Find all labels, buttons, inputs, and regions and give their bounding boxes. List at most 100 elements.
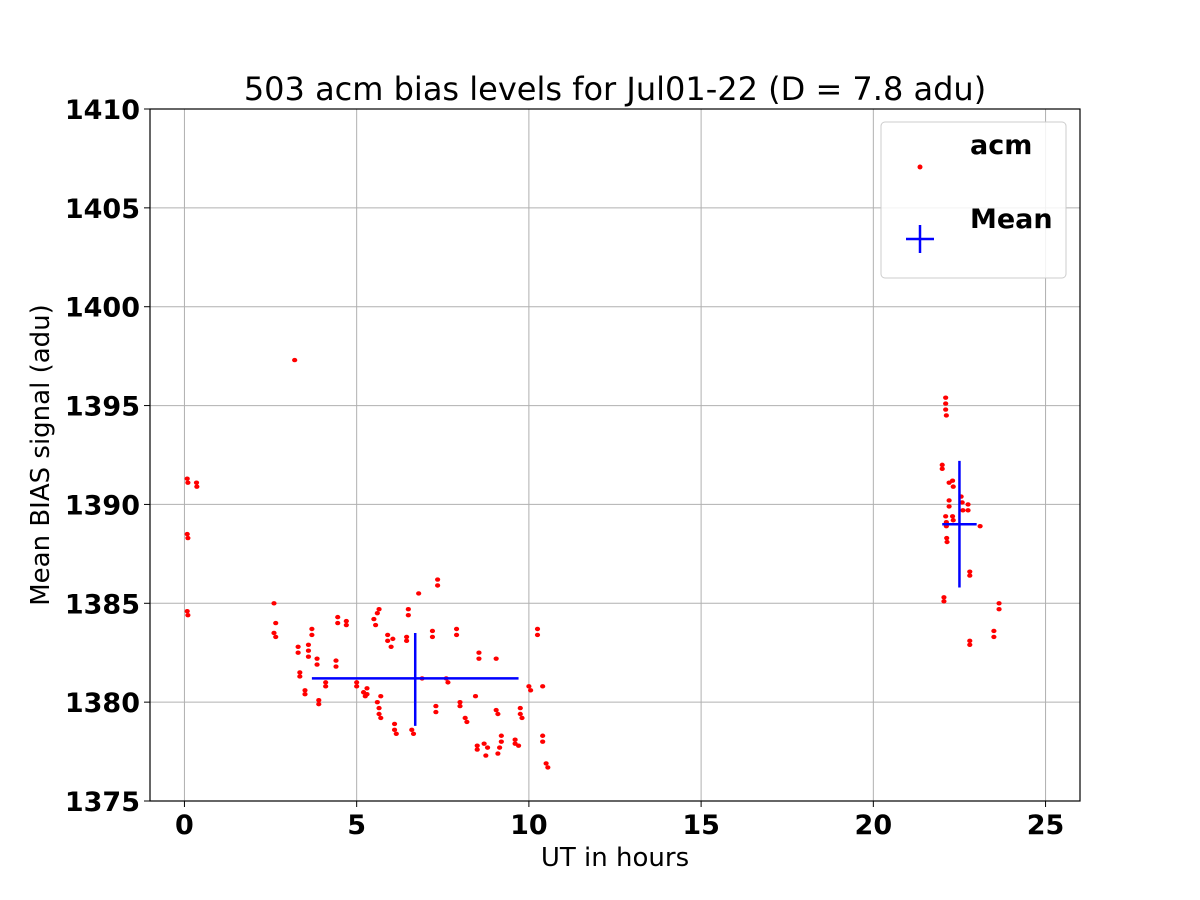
x-axis-label: UT in hours xyxy=(541,843,689,873)
acm-data-point xyxy=(498,739,504,744)
acm-data-point xyxy=(297,670,303,675)
x-tick-label: 20 xyxy=(855,810,893,841)
acm-data-point xyxy=(946,498,952,503)
acm-data-point xyxy=(493,656,499,661)
acm-data-point xyxy=(292,357,298,363)
acm-data-point xyxy=(364,692,370,697)
acm-data-point xyxy=(534,626,541,632)
acm-data-point xyxy=(519,715,525,721)
acm-points xyxy=(184,357,1002,770)
acm-data-point xyxy=(435,577,441,582)
acm-data-point xyxy=(540,739,546,744)
acm-data-point xyxy=(996,601,1002,606)
acm-data-point xyxy=(302,688,308,693)
acm-data-point xyxy=(404,634,410,640)
acm-data-point xyxy=(483,753,489,758)
acm-data-point xyxy=(941,595,947,600)
acm-data-point xyxy=(950,518,956,523)
acm-data-point xyxy=(528,688,534,693)
acm-data-point xyxy=(374,699,380,705)
acm-data-point xyxy=(540,733,546,738)
acm-data-point xyxy=(474,747,480,752)
acm-data-point xyxy=(493,707,499,713)
acm-data-point xyxy=(194,484,200,489)
acm-data-point xyxy=(462,715,468,721)
legend-acm-label: acm xyxy=(970,130,1032,161)
acm-data-point xyxy=(457,703,463,709)
acm-data-point xyxy=(943,514,949,519)
acm-data-point xyxy=(309,632,315,638)
legend: acm Mean xyxy=(880,121,1067,279)
acm-data-point xyxy=(316,701,322,707)
acm-data-point xyxy=(472,694,479,699)
plot-frame xyxy=(149,108,1081,802)
acm-data-point xyxy=(943,413,949,418)
acm-data-point xyxy=(967,569,973,574)
acm-data-point xyxy=(184,608,190,614)
acm-data-point xyxy=(374,610,380,616)
acm-data-point xyxy=(967,642,973,648)
acm-data-point xyxy=(193,480,200,485)
acm-data-point xyxy=(371,616,377,622)
legend-acm-marker xyxy=(917,164,923,170)
acm-data-point xyxy=(433,709,439,715)
acm-data-point xyxy=(364,686,370,691)
acm-data-point xyxy=(991,634,997,640)
acm-data-point xyxy=(354,680,360,685)
acm-data-point xyxy=(943,395,949,400)
acm-data-point xyxy=(939,466,945,472)
acm-data-point xyxy=(343,618,349,624)
acm-data-point xyxy=(435,583,441,588)
acm-data-point xyxy=(960,508,966,513)
acm-data-point xyxy=(965,508,971,513)
acm-data-point xyxy=(996,607,1002,612)
acm-data-point xyxy=(343,622,349,628)
acm-data-point xyxy=(453,626,460,632)
y-tick-label: 1375 xyxy=(65,787,140,818)
acm-data-point xyxy=(949,514,956,519)
acm-data-point xyxy=(943,401,949,406)
acm-data-point xyxy=(476,650,482,655)
acm-data-point xyxy=(404,638,410,644)
acm-data-point xyxy=(314,662,320,667)
acm-data-point xyxy=(378,715,384,721)
acm-data-point xyxy=(295,644,301,649)
acm-data-point xyxy=(457,699,463,705)
y-tick-label: 1405 xyxy=(65,194,140,225)
acm-data-point xyxy=(184,476,190,481)
acm-data-point xyxy=(977,523,983,529)
acm-data-point xyxy=(944,535,950,541)
acm-data-point xyxy=(416,591,422,596)
y-tick-label: 1380 xyxy=(65,688,140,719)
chart-title: 503 acm bias levels for Jul01-22 (D = 7.… xyxy=(244,70,986,108)
acm-data-point xyxy=(517,705,523,711)
x-tick-label: 25 xyxy=(1027,810,1065,841)
acm-data-point xyxy=(941,599,947,604)
y-tick-label: 1385 xyxy=(65,589,140,620)
acm-data-point xyxy=(959,500,965,505)
acm-data-point xyxy=(390,636,396,642)
acm-data-point xyxy=(333,658,339,663)
acm-data-point xyxy=(481,741,487,746)
acm-data-point xyxy=(453,632,460,638)
acm-data-point xyxy=(474,743,480,748)
acm-data-point xyxy=(354,684,360,689)
acm-data-point xyxy=(295,650,301,655)
y-tick-label: 1400 xyxy=(65,293,140,324)
acm-data-point xyxy=(540,684,546,689)
acm-data-point xyxy=(967,573,973,578)
acm-data-point xyxy=(185,612,191,618)
x-tick-label: 10 xyxy=(510,810,548,841)
acm-data-point xyxy=(391,721,398,727)
acm-data-point xyxy=(943,407,949,412)
acm-data-point xyxy=(305,654,312,659)
mean-crosses xyxy=(311,460,977,726)
acm-data-point xyxy=(512,737,518,742)
acm-data-point xyxy=(323,680,329,685)
x-tick-label: 15 xyxy=(682,810,720,841)
acm-data-point xyxy=(991,628,997,634)
acm-data-point xyxy=(305,648,312,653)
acm-data-point xyxy=(335,620,341,626)
acm-data-point xyxy=(484,745,491,750)
